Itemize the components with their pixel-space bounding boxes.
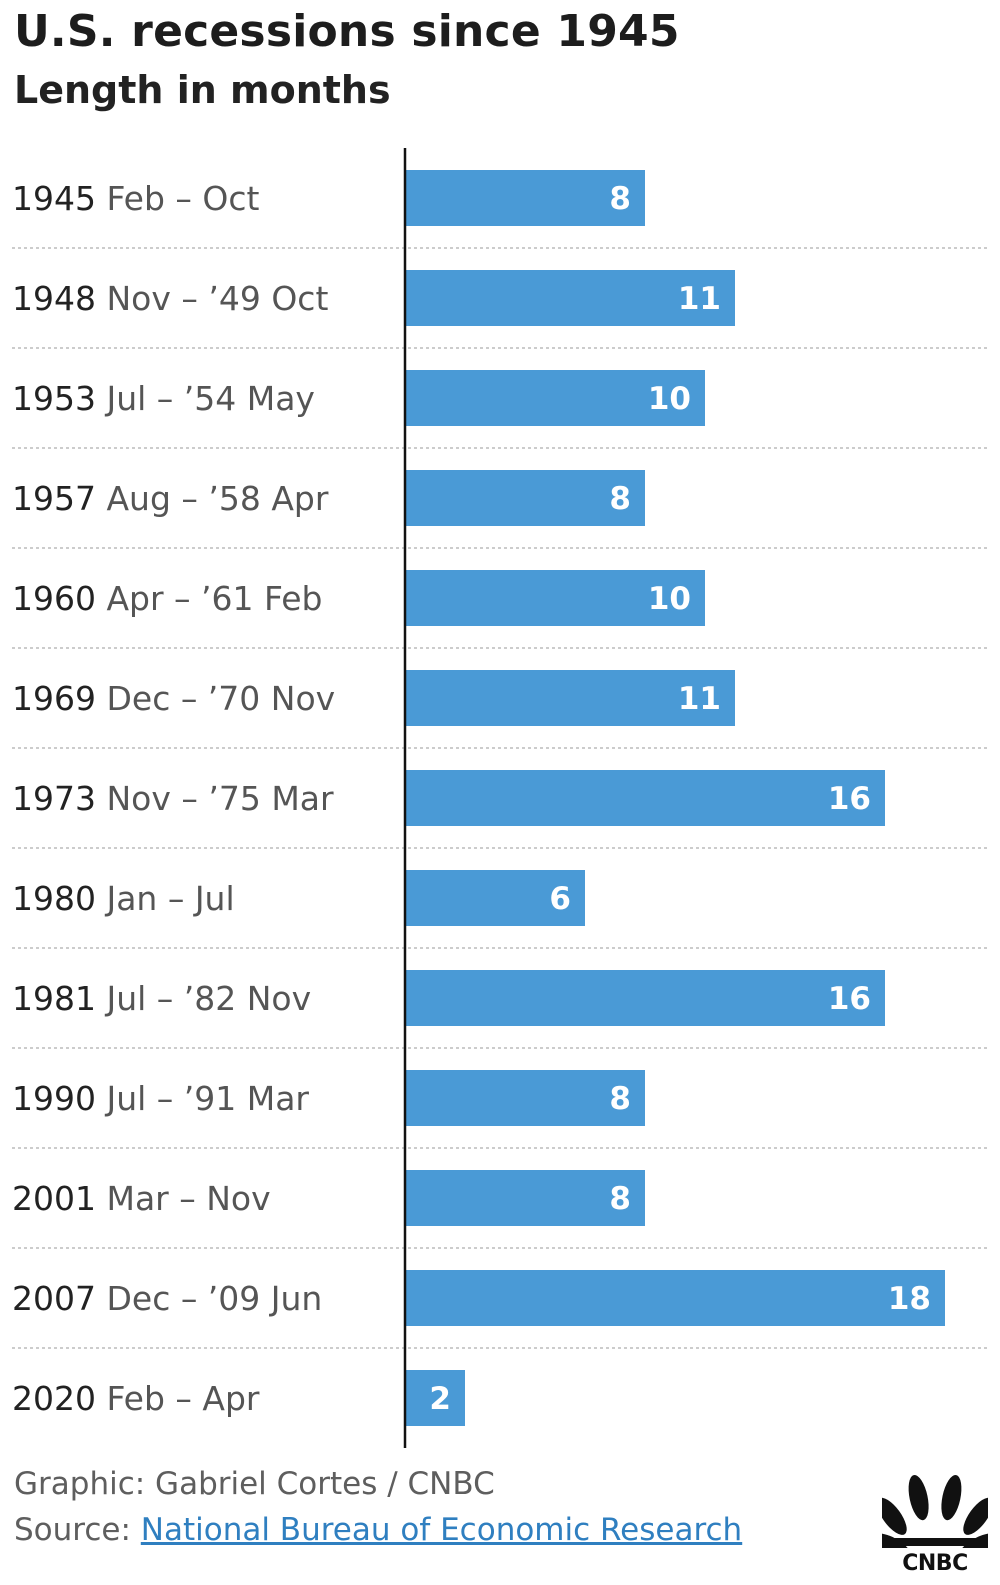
category-label: 2001 Mar – Nov <box>12 1179 271 1218</box>
category-label: 2007 Dec – ’09 Jun <box>12 1279 322 1318</box>
bar-value-label: 8 <box>609 1181 631 1217</box>
bar <box>405 570 705 626</box>
chart-subtitle: Length in months <box>14 68 391 112</box>
category-label: 1953 Jul – ’54 May <box>12 379 315 418</box>
category-label: 1957 Aug – ’58 Apr <box>12 479 329 518</box>
bar <box>405 270 735 326</box>
source-line: Source: National Bureau of Economic Rese… <box>14 1512 742 1548</box>
recessions-bar-chart: 1945 Feb – Oct 8 1948 Nov – ’49 Oct 11 1953 … <box>12 148 988 1448</box>
cnbc-logo-text: CNBC <box>902 1551 968 1576</box>
bar <box>405 1370 465 1426</box>
source-prefix: Source: <box>14 1512 141 1548</box>
category-label: 1980 Jan – Jul <box>12 879 235 918</box>
category-label: 2020 Feb – Apr <box>12 1379 260 1418</box>
category-label: 1969 Dec – ’70 Nov <box>12 679 335 718</box>
bar <box>405 170 645 226</box>
bar <box>405 370 705 426</box>
bar-value-label: 8 <box>609 481 631 517</box>
bar-value-label: 11 <box>678 681 721 717</box>
category-label: 1990 Jul – ’91 Mar <box>12 1079 309 1118</box>
bar-value-label: 18 <box>888 1281 931 1317</box>
category-label: 1945 Feb – Oct <box>12 179 259 218</box>
category-label: 1960 Apr – ’61 Feb <box>12 579 322 618</box>
bar <box>405 1070 645 1126</box>
bar-value-label: 10 <box>648 381 691 417</box>
category-label: 1973 Nov – ’75 Mar <box>12 779 334 818</box>
bar <box>405 470 645 526</box>
bar-value-label: 10 <box>648 581 691 617</box>
source-link[interactable]: National Bureau of Economic Research <box>140 1512 743 1548</box>
bar-value-label: 8 <box>609 181 631 217</box>
chart-title: U.S. recessions since 1945 <box>14 6 680 57</box>
category-label: 1948 Nov – ’49 Oct <box>12 279 328 318</box>
bar-value-label: 16 <box>828 981 871 1017</box>
bar <box>405 1170 645 1226</box>
bar-value-label: 2 <box>429 1381 451 1417</box>
category-label: 1981 Jul – ’82 Nov <box>12 979 311 1018</box>
bar-value-label: 6 <box>549 881 571 917</box>
bar <box>405 670 735 726</box>
bar <box>405 770 885 826</box>
bar-value-label: 11 <box>678 281 721 317</box>
bar <box>405 970 885 1026</box>
bar <box>405 1270 945 1326</box>
bar <box>405 870 585 926</box>
bar-value-label: 16 <box>828 781 871 817</box>
nbc-peacock-icon <box>871 1475 999 1560</box>
cnbc-logo: CNBC <box>871 1466 999 1576</box>
graphic-credit: Graphic: Gabriel Cortes / CNBC <box>14 1466 495 1502</box>
bar-value-label: 8 <box>609 1081 631 1117</box>
